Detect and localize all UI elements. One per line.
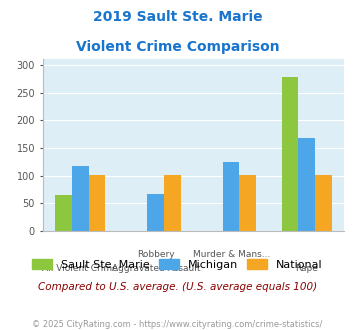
Bar [298, 138, 315, 231]
Bar [72, 166, 89, 231]
Text: © 2025 CityRating.com - https://www.cityrating.com/crime-statistics/: © 2025 CityRating.com - https://www.city… [32, 320, 323, 329]
Text: All Violent Crime: All Violent Crime [43, 264, 118, 273]
Text: 2019 Sault Ste. Marie: 2019 Sault Ste. Marie [93, 10, 262, 24]
Text: Murder & Mans...: Murder & Mans... [192, 250, 270, 259]
Bar [164, 175, 181, 231]
Bar [55, 195, 72, 231]
Bar [223, 162, 240, 231]
Bar [282, 77, 298, 231]
Text: Aggravated Assault: Aggravated Assault [111, 264, 200, 273]
Text: Violent Crime Comparison: Violent Crime Comparison [76, 40, 279, 53]
Bar [147, 194, 164, 231]
Bar [315, 175, 332, 231]
Text: Robbery: Robbery [137, 250, 175, 259]
Text: Rape: Rape [295, 264, 318, 273]
Bar [89, 175, 105, 231]
Bar [240, 175, 256, 231]
Legend: Sault Ste. Marie, Michigan, National: Sault Ste. Marie, Michigan, National [28, 255, 327, 274]
Text: Compared to U.S. average. (U.S. average equals 100): Compared to U.S. average. (U.S. average … [38, 282, 317, 292]
